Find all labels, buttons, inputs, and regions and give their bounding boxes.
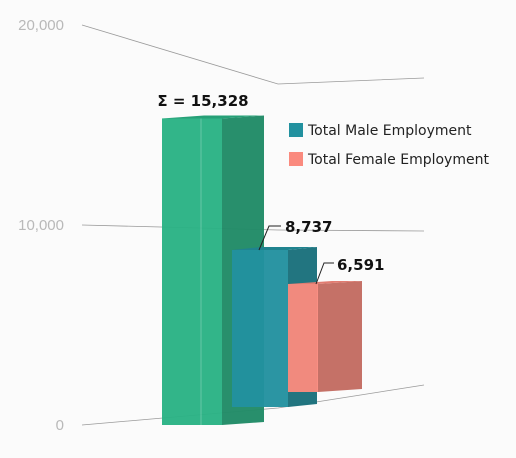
bar-female: [288, 281, 362, 392]
bar-female-front: [288, 284, 318, 392]
legend-label-1: Total Female Employment: [307, 152, 489, 168]
bar-male-front: [232, 250, 288, 407]
bar-female-side: [318, 281, 362, 392]
legend-label-0: Total Male Employment: [307, 123, 472, 139]
male-value-label: 8,737: [285, 218, 332, 236]
legend-swatch-0: [289, 123, 303, 137]
y-tick-label: 20,000: [18, 17, 64, 34]
female-value-label: 6,591: [337, 256, 384, 274]
gridline: [81, 384, 425, 426]
bar-male-top: [232, 247, 317, 250]
legend-swatch-1: [289, 152, 303, 166]
bar-total-top: [162, 115, 264, 119]
y-tick-label: 0: [56, 417, 64, 434]
total-label: Σ = 15,328: [157, 92, 248, 110]
female-leader-line: [315, 262, 334, 285]
male-leader-line: [258, 225, 281, 251]
bar-total-front: [162, 118, 222, 425]
bar-female-top: [288, 281, 362, 284]
gridline: [81, 24, 425, 85]
gridline: [81, 224, 425, 232]
y-tick-label: 10,000: [18, 217, 64, 234]
